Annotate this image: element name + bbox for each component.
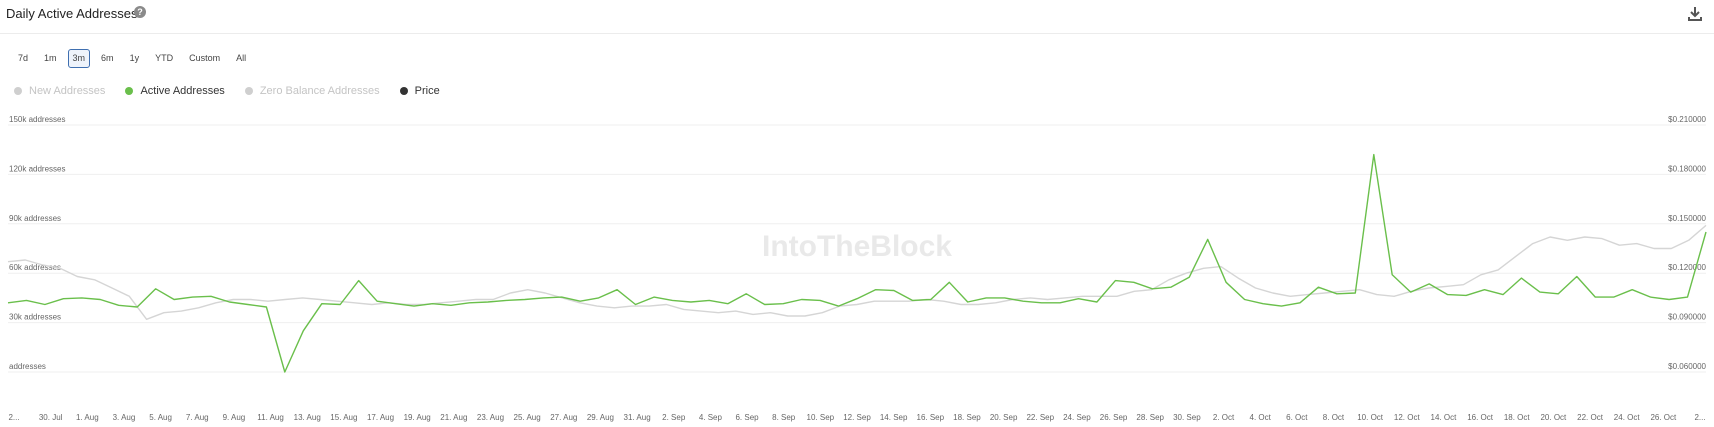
x-tick-label: 22. Oct [1577,413,1604,422]
range-button-6m[interactable]: 6m [101,53,114,63]
x-tick-label: 12. Sep [843,413,871,422]
x-tick-label: 11. Aug [257,413,284,422]
x-tick-label: 17. Aug [367,413,394,422]
x-tick-label: 24. Oct [1614,413,1641,422]
y-right-tick-label: $0.150000 [1668,214,1706,223]
x-tick-label: 6. Sep [735,413,759,422]
price-series-line [7,224,1707,320]
x-tick-label: 18. Oct [1504,413,1531,422]
legend-label: Price [414,85,440,97]
x-tick-label: 26. Oct [1650,413,1677,422]
x-tick-label: 20. Oct [1540,413,1567,422]
legend-dot-icon [244,87,253,95]
x-tick-label: 8. Sep [772,413,796,422]
y-right-tick-label: $0.090000 [1668,313,1706,322]
x-tick-label: 30. Jul [39,413,63,422]
x-tick-label: 21. Aug [440,413,467,422]
x-tick-label: 27. Aug [550,413,577,422]
x-tick-label: 19. Aug [404,413,431,422]
legend-item-price[interactable]: Price [399,85,440,97]
y-left-tick-label: 30k addresses [9,313,61,322]
x-tick-label: 29. Aug [587,413,614,422]
x-tick-label: 1. Aug [76,413,99,422]
x-tick-label: 2... [8,413,19,422]
x-tick-label: 9. Aug [223,413,246,422]
x-tick-label: 20. Sep [990,413,1018,422]
x-tick-label: 22. Sep [1026,413,1054,422]
range-selector: 7d 1m 3m 6m 1y YTD Custom All [13,49,251,68]
y-left-tick-label: 90k addresses [9,214,61,223]
watermark-text: IntoTheBlock [762,230,952,263]
y-right-tick-label: $0.060000 [1668,362,1706,371]
range-button-3m[interactable]: 3m [67,49,91,68]
legend-label: New Addresses [29,85,106,97]
legend-dot-icon [125,87,134,95]
download-icon[interactable] [1688,6,1702,22]
y-left-tick-label: 120k addresses [9,164,65,173]
y-right-tick-label: $0.210000 [1668,115,1706,124]
x-tick-label: 16. Sep [917,413,945,422]
x-tick-label: 28. Sep [1136,413,1164,422]
legend-label: Zero Balance Addresses [259,85,380,97]
legend-label: Active Addresses [140,85,225,97]
x-tick-label: 10. Sep [807,413,835,422]
x-tick-label: 15. Aug [330,413,357,422]
x-tick-label: 26. Sep [1100,413,1128,422]
y-left-tick-label: 150k addresses [9,115,65,124]
x-tick-label: 25. Aug [514,413,541,422]
legend-item-new-addresses[interactable]: New Addresses [14,85,105,97]
legend-item-active-addresses[interactable]: Active Addresses [125,85,225,97]
y-right-tick-label: $0.120000 [1668,263,1706,272]
chart-legend: New Addresses Active Addresses Zero Balanc… [14,85,440,97]
x-tick-label: 8. Oct [1323,413,1345,422]
chart-header: Daily Active Addresses ? [0,0,1714,34]
x-tick-label: 4. Sep [699,413,723,422]
range-button-7d[interactable]: 7d [18,53,29,63]
x-tick-label: 2... [1694,413,1705,422]
y-right-tick-label: $0.180000 [1668,164,1706,173]
x-tick-label: 10. Oct [1357,413,1384,422]
range-button-custom[interactable]: Custom [189,53,221,63]
x-tick-label: 6. Oct [1286,413,1308,422]
range-button-1m[interactable]: 1m [44,53,57,63]
x-tick-label: 13. Aug [294,413,321,422]
x-tick-label: 16. Oct [1467,413,1494,422]
x-tick-label: 14. Oct [1431,413,1458,422]
x-tick-label: 23. Aug [477,413,504,422]
legend-dot-icon [14,87,22,95]
legend-dot-icon [399,87,408,95]
x-tick-label: 3. Aug [113,413,136,422]
x-tick-label: 12. Oct [1394,413,1421,422]
page-title: Daily Active Addresses [6,6,138,21]
x-tick-label: 30. Sep [1173,413,1201,422]
active-addresses-series-line [7,153,1707,373]
x-tick-label: 5. Aug [149,413,172,422]
x-tick-label: 4. Oct [1250,413,1272,422]
x-tick-label: 24. Sep [1063,413,1091,422]
legend-item-zero-balance-addresses[interactable]: Zero Balance Addresses [244,85,380,97]
range-button-all[interactable]: All [236,53,247,63]
y-left-tick-label: addresses [9,362,46,371]
x-tick-label: 14. Sep [880,413,908,422]
x-tick-label: 2. Oct [1213,413,1235,422]
range-button-1y[interactable]: 1y [129,53,140,63]
x-tick-label: 31. Aug [624,413,651,422]
y-left-tick-label: 60k addresses [9,263,61,272]
x-tick-label: 18. Sep [953,413,981,422]
range-button-ytd[interactable]: YTD [155,53,174,63]
x-tick-label: 2. Sep [662,413,686,422]
help-icon[interactable]: ? [134,6,146,18]
x-tick-label: 7. Aug [186,413,209,422]
